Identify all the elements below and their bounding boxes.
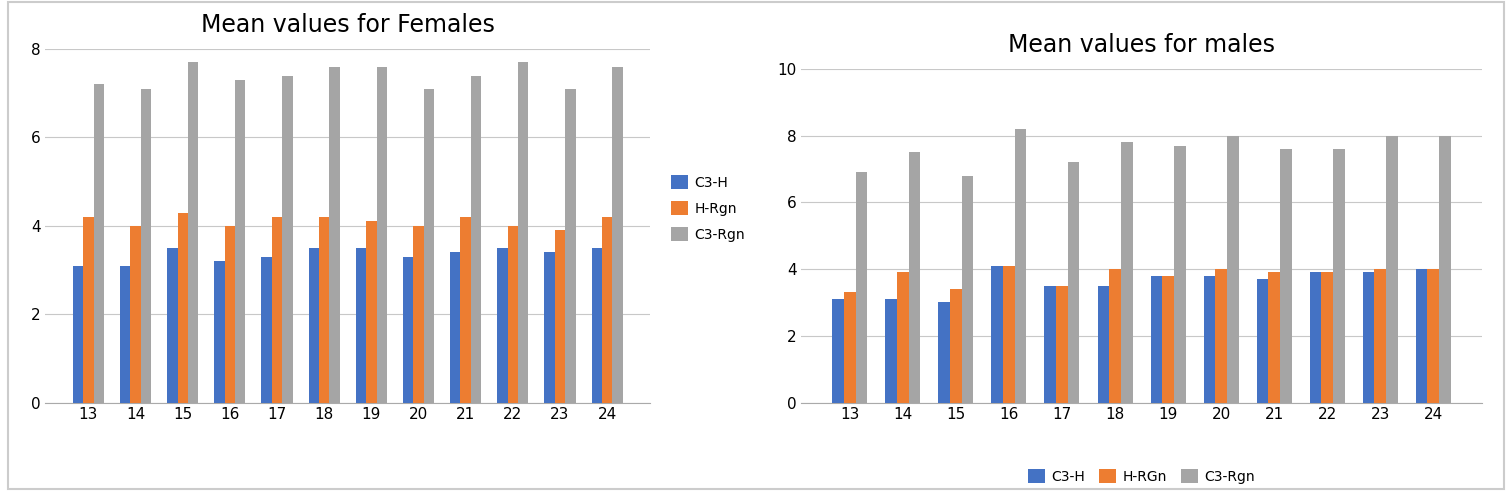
Bar (187, 62, 198, 403)
Bar (962, 176, 974, 403)
Bar (544, 252, 555, 403)
Bar (413, 226, 423, 403)
Bar (73, 266, 83, 403)
Bar (1216, 269, 1226, 403)
Bar (1057, 286, 1067, 403)
Bar (909, 152, 921, 403)
Bar (1269, 273, 1281, 403)
Bar (1256, 279, 1269, 403)
Bar (1281, 149, 1291, 403)
Bar (470, 76, 481, 403)
Bar (612, 67, 623, 403)
Bar (283, 76, 293, 403)
Bar (1015, 129, 1027, 403)
Bar (366, 221, 376, 403)
Bar (1098, 286, 1110, 403)
Bar (555, 230, 565, 403)
Bar (94, 84, 104, 403)
Bar (1045, 286, 1057, 403)
Bar (992, 266, 1002, 403)
Bar (1427, 269, 1439, 403)
Bar (423, 89, 434, 403)
Bar (402, 257, 413, 403)
Bar (1151, 276, 1163, 403)
Bar (262, 257, 272, 403)
Legend: C3-H, H-Rgn, C3-Rgn: C3-H, H-Rgn, C3-Rgn (664, 168, 751, 248)
Bar (939, 302, 950, 403)
Bar (519, 62, 528, 403)
Bar (950, 289, 962, 403)
Bar (591, 248, 602, 403)
Bar (897, 273, 909, 403)
Bar (508, 226, 519, 403)
Bar (886, 299, 897, 403)
Bar (1226, 136, 1238, 403)
Bar (1204, 276, 1216, 403)
Bar (1415, 269, 1427, 403)
Bar (1120, 142, 1132, 403)
Bar (376, 67, 387, 403)
Bar (319, 217, 330, 403)
Bar (1387, 136, 1397, 403)
Bar (168, 248, 177, 403)
Bar (215, 261, 225, 403)
Bar (1309, 273, 1321, 403)
Bar (832, 299, 844, 403)
Legend: C3-H, H-RGn, C3-Rgn: C3-H, H-RGn, C3-Rgn (1022, 463, 1261, 489)
Bar (451, 252, 461, 403)
Bar (1362, 273, 1374, 403)
Bar (1374, 269, 1387, 403)
Bar (177, 213, 187, 403)
Bar (565, 89, 576, 403)
Title: Mean values for males: Mean values for males (1009, 33, 1275, 57)
Bar (461, 217, 470, 403)
Bar (1067, 162, 1080, 403)
Bar (497, 248, 508, 403)
Bar (602, 217, 612, 403)
Bar (130, 226, 141, 403)
Bar (225, 226, 234, 403)
Bar (272, 217, 283, 403)
Bar (1110, 269, 1120, 403)
Bar (844, 293, 856, 403)
Title: Mean values for Females: Mean values for Females (201, 13, 494, 37)
Bar (1439, 136, 1452, 403)
Bar (1163, 276, 1173, 403)
Bar (1321, 273, 1334, 403)
Bar (330, 67, 340, 403)
Bar (1334, 149, 1344, 403)
Bar (119, 266, 130, 403)
Bar (308, 248, 319, 403)
Bar (355, 248, 366, 403)
Bar (856, 172, 868, 403)
Bar (234, 80, 245, 403)
Bar (1173, 145, 1185, 403)
Bar (141, 89, 151, 403)
Bar (83, 217, 94, 403)
Bar (1002, 266, 1015, 403)
